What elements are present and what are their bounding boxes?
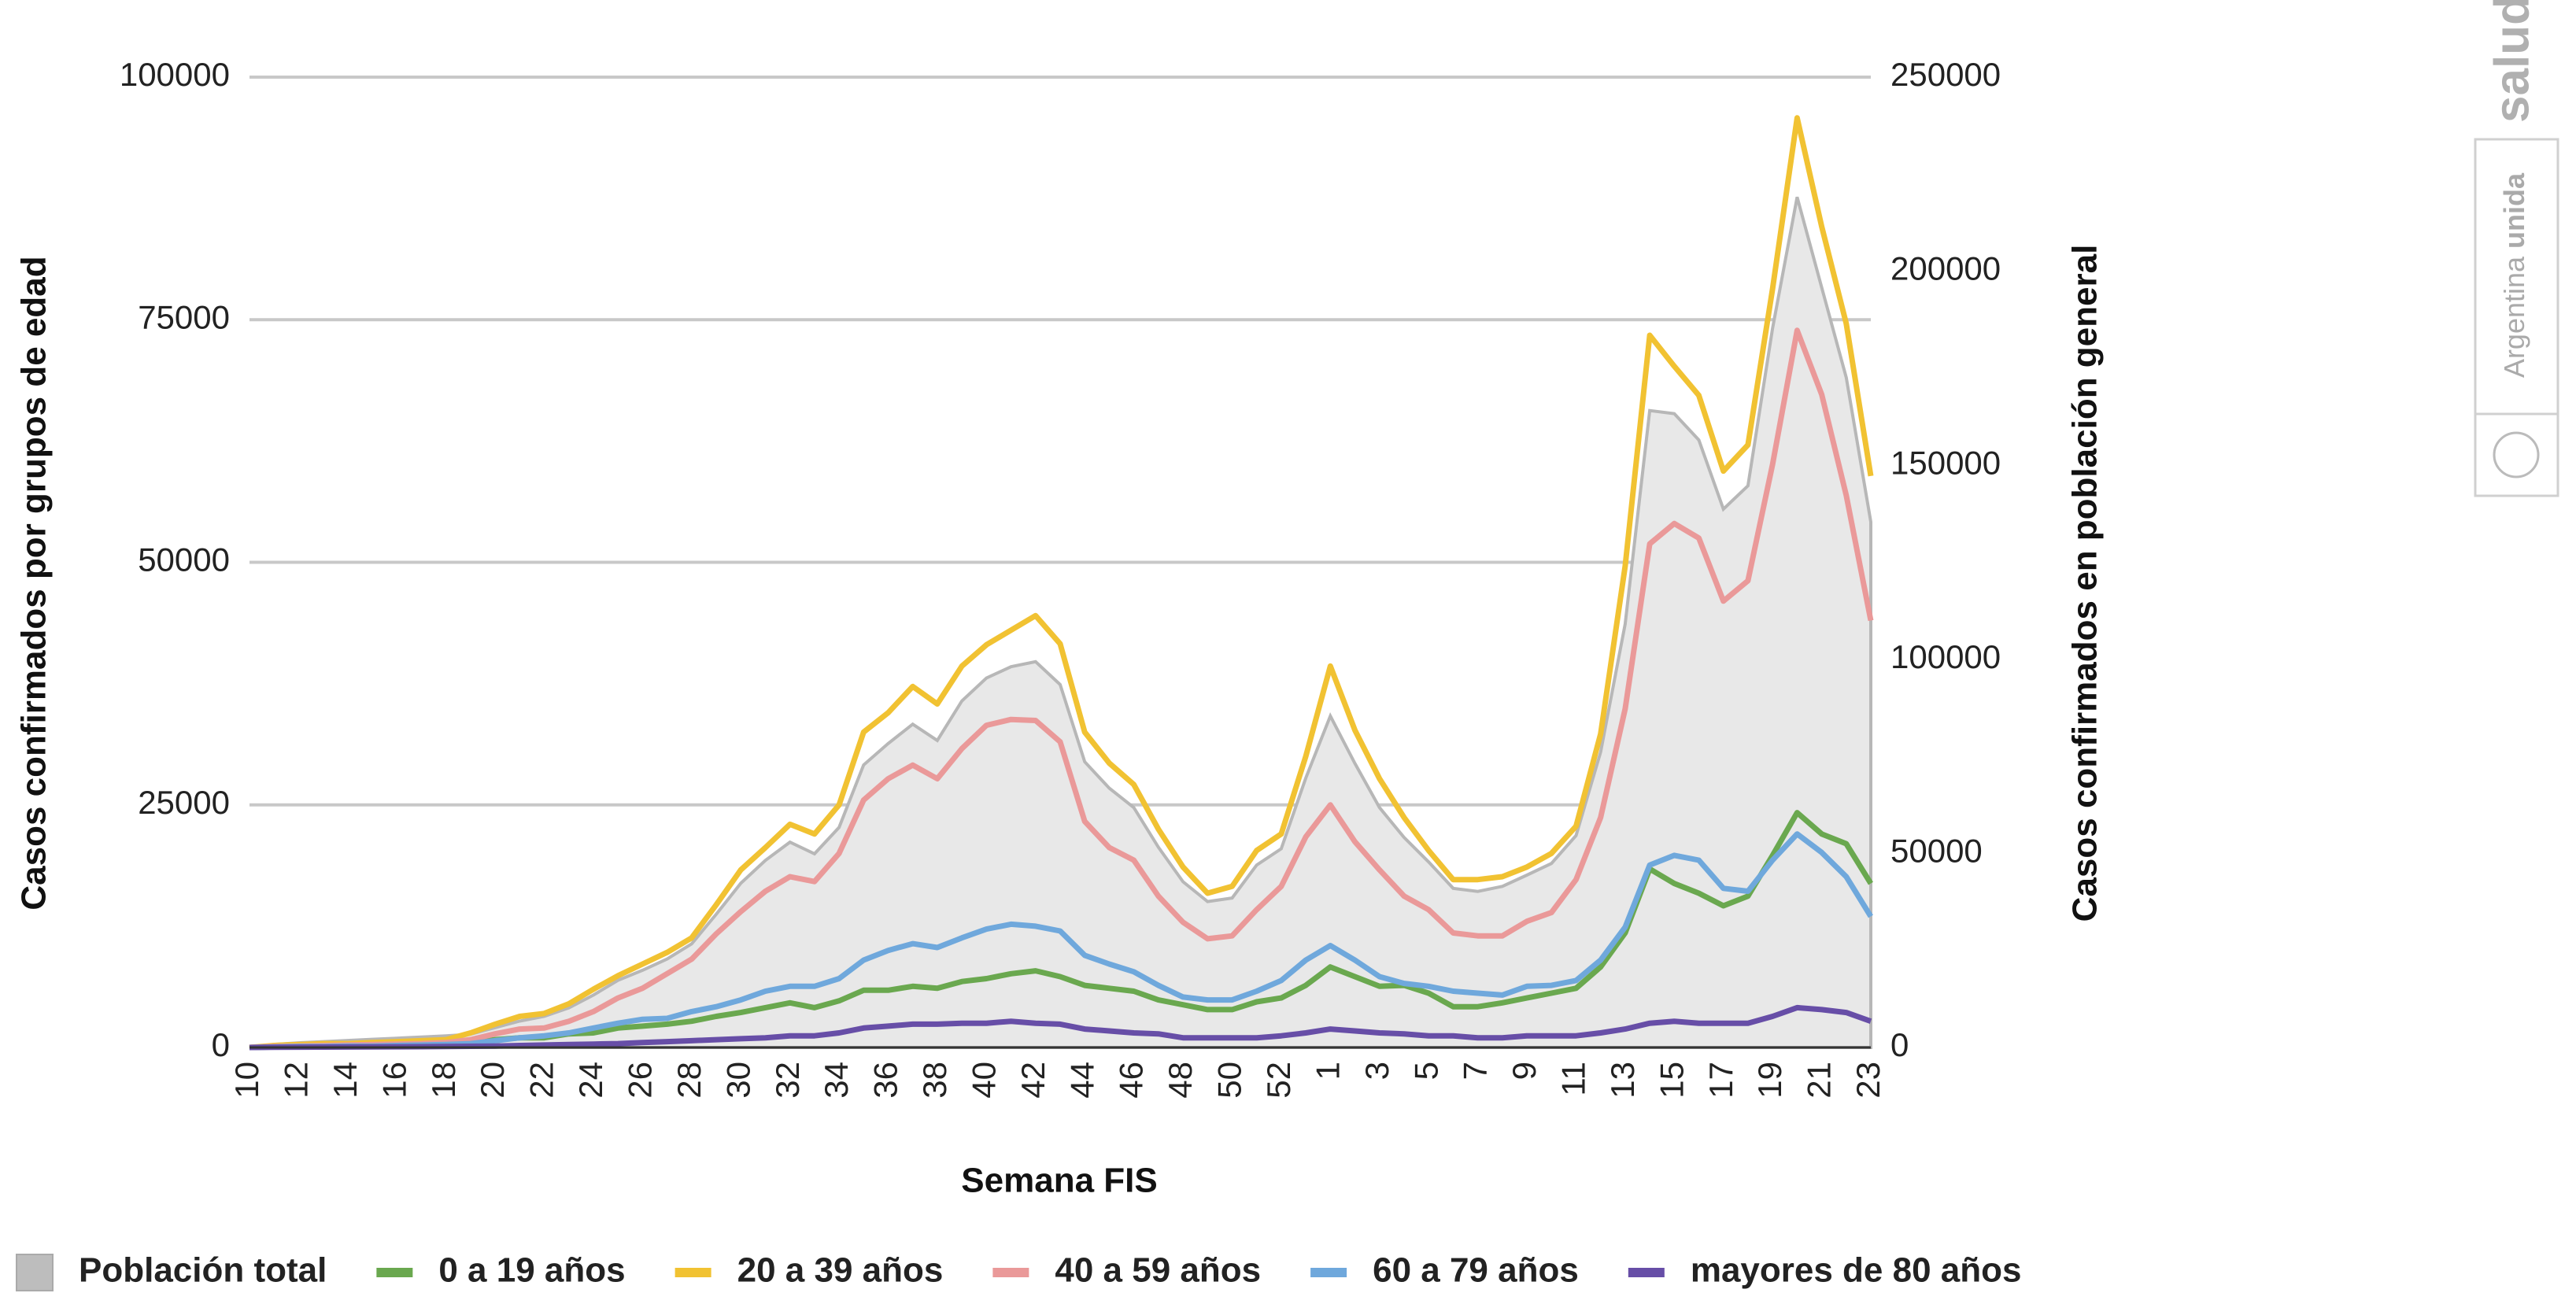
y2-tick-label: 0 <box>1890 1026 1909 1063</box>
x-tick-label: 32 <box>769 1062 806 1099</box>
x-tick-label: 36 <box>867 1062 904 1099</box>
x-tick-label: 52 <box>1260 1062 1297 1099</box>
logo-tagline: Argentina unida <box>2498 172 2530 378</box>
x-tick-label: 24 <box>572 1062 609 1099</box>
y-tick-label: 75000 <box>138 298 230 335</box>
area <box>249 196 1872 1049</box>
x-tick-label: 30 <box>719 1062 756 1099</box>
x-tick-label: 48 <box>1162 1062 1199 1099</box>
x-tick-label: 40 <box>965 1062 1002 1099</box>
x-tick-label: 1 <box>1309 1062 1346 1080</box>
legend-label: Población total <box>79 1251 327 1290</box>
x-tick-label: 28 <box>671 1062 708 1099</box>
y2-tick-label: 200000 <box>1890 250 2001 287</box>
line <box>249 115 1874 1051</box>
x-axis-title: Semana FIS <box>961 1162 1157 1200</box>
x-tick-label: 19 <box>1751 1062 1788 1099</box>
y-tick-label: 100000 <box>120 56 230 93</box>
x-tick-label: 34 <box>818 1062 855 1099</box>
x-tick-label: 11 <box>1555 1062 1592 1096</box>
legend-label: 40 a 59 años <box>1055 1251 1261 1290</box>
x-tick-label: 5 <box>1407 1062 1444 1080</box>
line <box>249 1004 1872 1051</box>
logo-emblem <box>2493 431 2540 478</box>
legend-label: 20 a 39 años <box>737 1251 944 1290</box>
y2-tick-label: 50000 <box>1890 832 1983 869</box>
y-tick-label: 50000 <box>138 541 230 578</box>
x-tick-label: 38 <box>916 1062 953 1099</box>
x-tick-label: 9 <box>1506 1062 1543 1080</box>
x-tick-label: 20 <box>474 1062 511 1099</box>
line <box>249 831 1873 1051</box>
x-tick-label: 12 <box>278 1062 315 1099</box>
x-tick-label: 15 <box>1653 1062 1690 1099</box>
y-tick-label: 25000 <box>138 784 230 821</box>
x-tick-label: 42 <box>1015 1062 1051 1099</box>
legend-label: 0 a 19 años <box>438 1251 625 1290</box>
x-tick-label: 14 <box>327 1062 364 1099</box>
logo: salud Argentina unida <box>2474 0 2559 497</box>
x-tick-label: 26 <box>621 1062 658 1099</box>
y2-tick-label: 250000 <box>1890 56 2001 93</box>
y-axis-title: Casos confirmados por grupos de edad <box>15 256 54 910</box>
x-tick-label: 13 <box>1604 1062 1641 1099</box>
x-tick-label: 22 <box>523 1062 560 1099</box>
x-tick-label: 7 <box>1457 1062 1494 1080</box>
x-tick-label: 16 <box>375 1062 412 1099</box>
y2-axis-title: Casos confirmados en población general <box>2066 245 2105 922</box>
x-tick-label: 46 <box>1113 1062 1150 1099</box>
logo-tagline-bold: unida <box>2498 172 2530 249</box>
x-tick-label: 18 <box>425 1062 462 1099</box>
x-tick-label: 10 <box>228 1062 265 1099</box>
x-tick-label: 21 <box>1801 1062 1838 1099</box>
legend-label: mayores de 80 años <box>1691 1251 2022 1290</box>
x-tick-label: 23 <box>1850 1062 1887 1099</box>
x-tick-label: 44 <box>1063 1062 1100 1099</box>
y-tick-label: 0 <box>212 1026 230 1063</box>
line <box>249 327 1874 1051</box>
x-tick-label: 17 <box>1702 1062 1739 1099</box>
x-tick-label: 3 <box>1358 1062 1395 1080</box>
logo-tagline-light: Argentina <box>2498 256 2530 378</box>
x-tick-label: 50 <box>1211 1062 1248 1099</box>
logo-box <box>2474 138 2559 497</box>
y2-tick-label: 100000 <box>1890 638 2001 675</box>
legend-label: 60 a 79 años <box>1373 1251 1579 1290</box>
y2-tick-label: 150000 <box>1890 444 2001 481</box>
logo-brand: salud <box>2485 0 2539 123</box>
legend-swatch <box>16 1254 54 1291</box>
